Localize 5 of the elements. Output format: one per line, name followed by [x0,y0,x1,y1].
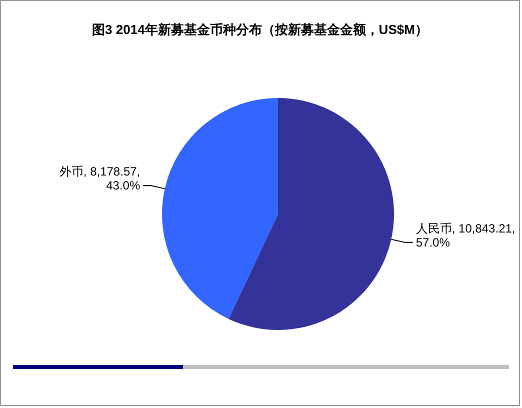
chart-title: 图3 2014年新募基金币种分布（按新募基金金额，US$M） [91,21,429,39]
slice-label: 外币, 8,178.57, 43.0% [59,164,140,193]
slice-label: 人民币, 10,843.21, 57.0% [416,221,516,250]
pie-slice [162,98,278,319]
pie-slice [228,98,394,330]
